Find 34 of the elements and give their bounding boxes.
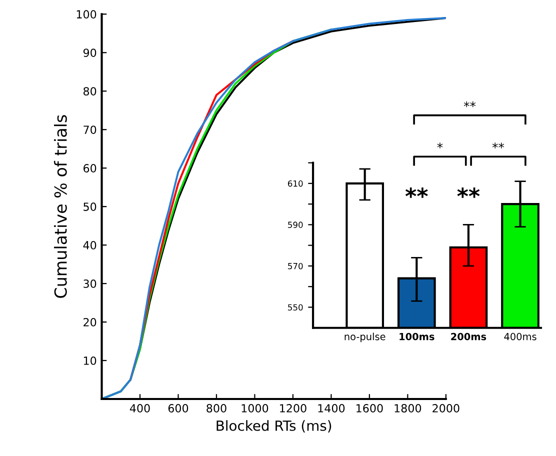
text: **	[492, 142, 504, 148]
x-tick-label: 400ms	[504, 332, 536, 340]
x-tick-label: 800	[206, 404, 226, 412]
y-axis-title: Cumulative % of trials	[54, 115, 67, 298]
annotation: *	[437, 142, 443, 148]
y-tick-label: 80	[84, 87, 96, 96]
y-tick-label: 10	[84, 356, 96, 365]
y-tick-label: 60	[84, 164, 96, 172]
y-tick-label: 100	[76, 10, 96, 19]
y-tick-label: 40	[83, 241, 96, 250]
annotation: **	[457, 188, 480, 198]
x-tick-label: 600	[168, 404, 188, 412]
x-tick-label: 1400	[318, 404, 345, 412]
y-tick-label: 20	[84, 318, 96, 326]
annotation: **	[405, 188, 428, 198]
x-tick-label: 1800	[394, 404, 422, 412]
x-tick-label: 1000	[242, 404, 268, 412]
x-tick-label: no-pulse	[344, 332, 386, 342]
x-tick-label: 1600	[356, 404, 383, 412]
x-tick-label: 1200	[280, 404, 306, 412]
y-tick-label: 590	[288, 222, 303, 228]
text: **	[464, 101, 476, 108]
x-tick-label: 400	[130, 404, 150, 412]
y-tick-label: 570	[288, 262, 303, 270]
y-tick-label: 550	[288, 304, 303, 311]
y-tick-label: 90	[83, 48, 96, 57]
x-tick-label: 200ms	[451, 332, 486, 340]
y-tick-label: 70	[84, 126, 96, 134]
y-tick-label: 50	[84, 202, 96, 211]
y-tick-label: 30	[84, 280, 96, 288]
x-tick-label: 2000	[432, 404, 460, 412]
y-tick-label: 610	[288, 180, 303, 187]
x-axis-title: Blocked RTs (ms)	[216, 420, 332, 433]
x-tick-label: 100ms	[400, 332, 434, 340]
